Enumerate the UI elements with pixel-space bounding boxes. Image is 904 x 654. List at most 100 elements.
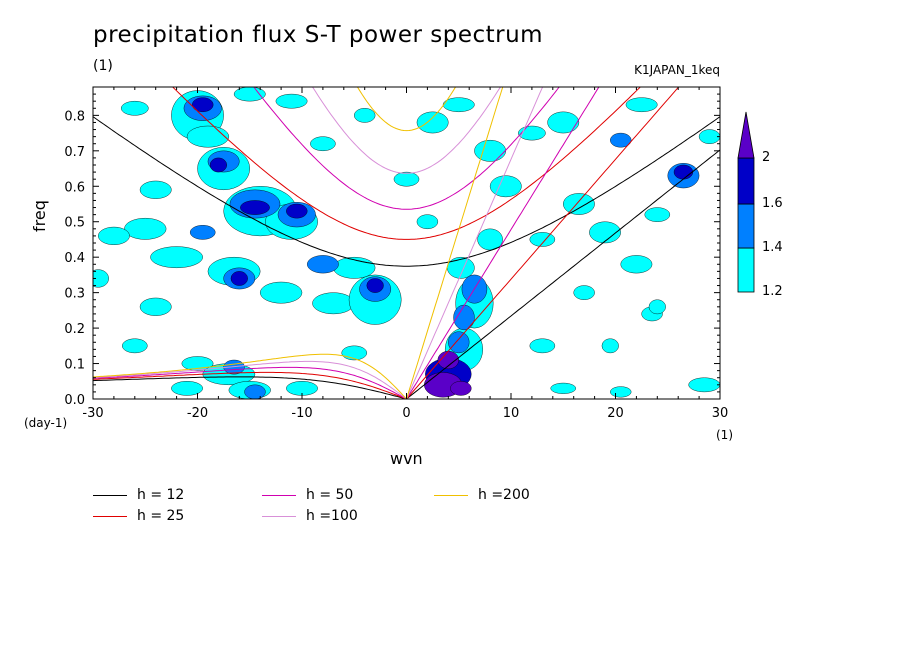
contour-blob-45 <box>275 93 308 109</box>
x-axis-unit: (1) <box>716 428 733 442</box>
contour-blob-56 <box>644 207 671 222</box>
contour-blob-59 <box>416 214 439 230</box>
contour-blob-12 <box>192 97 214 113</box>
contour-blob-1 <box>450 381 472 396</box>
legend-swatch <box>262 515 296 517</box>
gravity-curve-h25 <box>171 87 642 240</box>
legend-label: h = 50 <box>306 487 354 503</box>
contour-blob-36 <box>260 281 303 304</box>
chart-title: precipitation flux S-T power spectrum <box>93 22 544 48</box>
contour-blob-11 <box>286 203 308 219</box>
gravity-curve-h100 <box>311 87 502 174</box>
colorbar-label-0: 1.2 <box>762 284 783 299</box>
contour-blob-32 <box>186 125 230 148</box>
contour-blob-61 <box>122 338 148 354</box>
kelvin-curve-h100 <box>406 87 544 399</box>
contour-blob-4 <box>448 331 470 354</box>
contour-blob-43 <box>121 100 149 116</box>
rossby-curve-h200 <box>93 353 407 399</box>
legend-swatch <box>93 494 127 496</box>
contour-blob-68 <box>529 338 556 354</box>
x-tick-label-6: 30 <box>712 406 729 421</box>
contour-blob-52 <box>563 193 595 215</box>
legend-swatch <box>434 494 468 496</box>
rossby-curve-h25 <box>93 371 407 399</box>
contour-blob-41 <box>98 226 130 245</box>
run-label: K1JAPAN_1keq <box>634 63 720 77</box>
x-tick-label-0: -30 <box>82 406 103 421</box>
contour-blob-76 <box>601 338 619 354</box>
contour-blob-60 <box>139 297 172 316</box>
contour-blob-16 <box>673 164 694 180</box>
colorbar-label-3: 2 <box>762 150 771 165</box>
legend-item-h25: h = 25 <box>93 508 184 524</box>
dispersion-curves <box>93 87 720 399</box>
y-tick-label-3: 0.3 <box>64 287 85 302</box>
contour-blob-10 <box>240 200 270 215</box>
contour-blob-58 <box>489 175 522 198</box>
colorbar-segment-1 <box>737 203 755 249</box>
contour-blob-49 <box>474 139 506 162</box>
contour-blob-15 <box>366 278 384 293</box>
y-tick-label-2: 0.2 <box>64 322 85 337</box>
contour-blob-79 <box>442 97 475 113</box>
contour-blob-34 <box>150 246 203 269</box>
kelvin-curve-h200 <box>406 87 504 399</box>
contour-blob-48 <box>416 111 449 134</box>
contour-blob-80 <box>625 97 658 113</box>
contour-blob-27 <box>610 132 632 148</box>
colorbar-label-1: 1.4 <box>762 240 783 255</box>
contour-blob-23 <box>307 255 339 274</box>
contour-blob-22 <box>189 225 216 240</box>
contour-blob-54 <box>589 221 621 244</box>
legend-swatch <box>93 515 127 517</box>
contour-blob-74 <box>550 382 576 394</box>
contour-blob-25 <box>244 384 266 399</box>
contour-blob-57 <box>698 129 720 144</box>
y-tick-label-8: 0.8 <box>64 109 85 124</box>
colorbar-arrow <box>737 111 755 159</box>
legend-item-h12: h = 12 <box>93 487 184 503</box>
legend-label: h =100 <box>306 508 358 524</box>
x-tick-label-2: -10 <box>291 406 312 421</box>
legend-label: h =200 <box>478 487 530 503</box>
rossby-curve-h12 <box>93 376 407 399</box>
y-tick-label-6: 0.6 <box>64 180 85 195</box>
colorbar-segment-0 <box>737 247 755 293</box>
contour-blob-39 <box>333 256 376 279</box>
contour-blob-46 <box>310 136 336 152</box>
legend-item-h200: h =200 <box>434 487 530 503</box>
y-tick-label-0: 0.0 <box>64 393 85 408</box>
contour-blob-69 <box>573 285 595 300</box>
contour-blob-42 <box>139 180 172 199</box>
y-tick-label-5: 0.5 <box>64 216 85 231</box>
kelvin-curve-h12 <box>406 149 720 399</box>
contour-blob-73 <box>610 386 632 398</box>
contour-blob-13 <box>209 157 227 173</box>
y-tick-label-1: 0.1 <box>64 358 85 373</box>
x-tick-label-3: 0 <box>402 406 410 421</box>
contour-blob-47 <box>354 108 376 123</box>
gravity-curve-h200 <box>356 87 457 132</box>
contour-blob-67 <box>341 345 367 361</box>
legend-label: h = 12 <box>137 487 185 503</box>
x-tick-label-1: -20 <box>187 406 208 421</box>
contour-blob-40 <box>124 217 167 240</box>
rossby-curve-h50 <box>93 366 407 399</box>
colorbar-label-2: 1.6 <box>762 196 783 211</box>
y-tick-label-7: 0.7 <box>64 145 85 160</box>
contour-blob-44 <box>233 87 266 102</box>
colorbar-segment-2 <box>737 157 755 205</box>
contour-blob-55 <box>620 255 653 274</box>
x-tick-label-5: 20 <box>607 406 624 421</box>
legend-item-h50: h = 50 <box>262 487 353 503</box>
x-tick-label-4: 10 <box>503 406 520 421</box>
rossby-curve-h100 <box>93 360 407 399</box>
contour-blob-51 <box>547 111 580 134</box>
y-tick-label-4: 0.4 <box>64 251 85 266</box>
contour-blob-65 <box>171 381 203 396</box>
legend-swatch <box>262 494 296 496</box>
legend-item-h100: h =100 <box>262 508 358 524</box>
gravity-curve-h12 <box>93 116 720 267</box>
